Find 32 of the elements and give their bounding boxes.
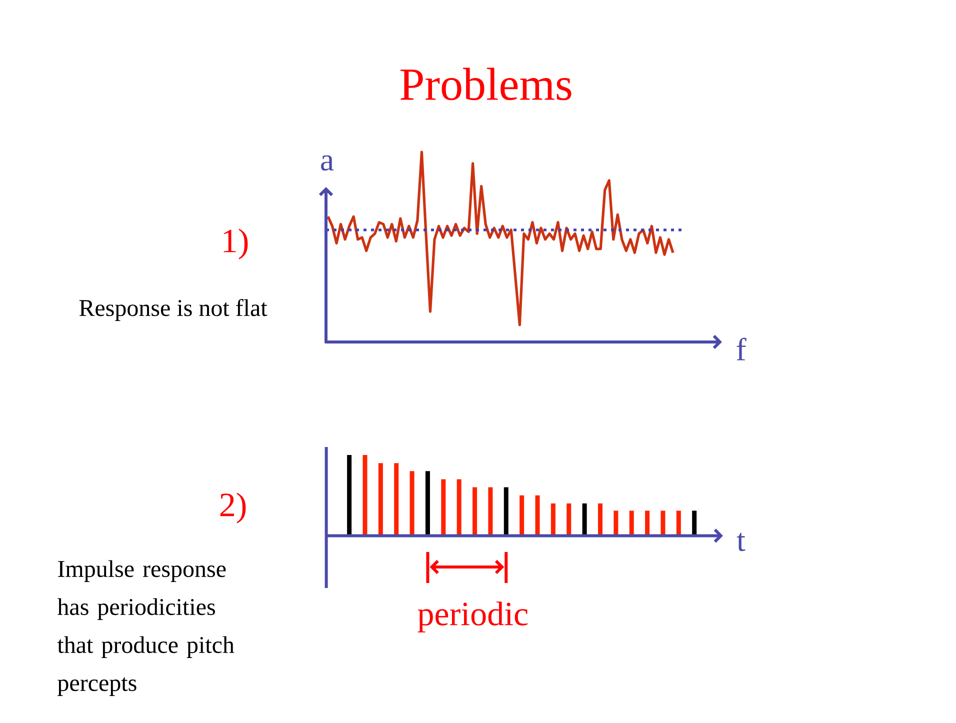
bar — [550, 503, 556, 536]
text: periodic — [418, 602, 528, 632]
bar — [472, 487, 478, 536]
bar — [566, 503, 572, 536]
x-axis-title: t — [736, 532, 746, 552]
chart-title: Problems — [400, 68, 572, 100]
bar — [582, 503, 587, 536]
bar — [692, 510, 697, 536]
text: 2) — [220, 492, 246, 524]
bar — [441, 479, 446, 536]
bar — [362, 455, 368, 536]
bar — [614, 510, 618, 536]
bar — [425, 471, 430, 536]
bar — [660, 510, 666, 536]
text: Impulse response has periodicities that produce pitch percepts — [57, 560, 234, 696]
bar — [645, 510, 650, 536]
bar — [378, 463, 383, 536]
bar — [629, 510, 634, 536]
x-axis-title: f — [736, 338, 746, 360]
bar — [598, 503, 602, 536]
y-axis-title: a — [321, 155, 334, 171]
bar — [410, 471, 414, 536]
bar — [347, 455, 352, 536]
text: 1) — [224, 228, 248, 260]
bar — [456, 479, 462, 536]
bar — [504, 487, 508, 536]
bar — [394, 463, 399, 536]
text: Response is not flat — [79, 298, 268, 321]
bar — [535, 495, 540, 536]
bar — [520, 495, 524, 536]
bar — [488, 487, 493, 536]
bar — [676, 510, 681, 536]
